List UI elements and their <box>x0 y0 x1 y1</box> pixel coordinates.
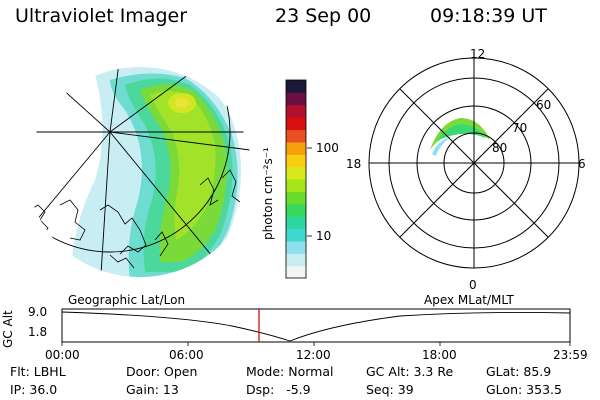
colorbar-segment <box>286 240 306 254</box>
colorbar-segment <box>286 92 306 106</box>
ip-info: IP: 36.0 <box>10 382 58 397</box>
colorbar-tick-10: 10 <box>316 229 332 243</box>
instrument-title: Ultraviolet Imager <box>15 5 188 27</box>
polar-aurora-oval <box>430 118 490 150</box>
colorbar-frame <box>285 79 307 279</box>
colorbar-tick-100: 100 <box>316 141 339 155</box>
colorbar-segment <box>286 216 306 230</box>
polar-grid <box>368 57 580 269</box>
time-tick-0000: 00:00 <box>45 348 80 362</box>
color-bar[interactable] <box>285 79 307 279</box>
door-info: Door: Open <box>126 364 198 379</box>
gc-alt-info: GC Alt: 3.3 Re <box>366 364 454 379</box>
time-tick-1200: 12:00 <box>296 348 331 362</box>
colorbar-segment <box>286 253 306 267</box>
mlat-label-60: 60 <box>536 98 552 112</box>
time-tick-2359: 23:59 <box>553 348 588 362</box>
altitude-axis-label: GC Alt <box>1 310 15 348</box>
colorbar-segment <box>286 228 306 242</box>
colorbar-segment <box>286 80 306 93</box>
colorbar-segment <box>286 154 306 168</box>
colorbar-segment <box>286 104 306 118</box>
colorbar-segment <box>286 117 306 131</box>
colorbar-segment <box>286 203 306 217</box>
glon-info: GLon: 353.5 <box>486 382 562 397</box>
altitude-tick-bottom: 1.8 <box>28 325 48 339</box>
altitude-tick-top: 9.0 <box>28 305 48 319</box>
time-tick-1800: 18:00 <box>422 348 457 362</box>
left-aurora-image <box>28 67 252 277</box>
colorbar-units-label: photon cm⁻²s⁻¹ <box>261 147 275 240</box>
colorbar-segment <box>286 141 306 155</box>
observation-time: 09:18:39 UT <box>430 5 547 27</box>
mlat-label-70: 70 <box>512 121 528 135</box>
mlt-label-18: 18 <box>346 157 362 171</box>
colorbar-segment <box>286 191 306 205</box>
coastline-outlines <box>28 169 241 269</box>
dsp-info: Dsp: -5.9 <box>246 382 311 397</box>
time-tick-0600: 06:00 <box>169 348 204 362</box>
gain-info: Gain: 13 <box>126 382 179 397</box>
filter-info: Flt: LBHL <box>10 364 66 379</box>
colorbar-segment <box>286 166 306 180</box>
mlt-label-6: 6 <box>578 157 586 171</box>
glat-info: GLat: 85.9 <box>486 364 552 379</box>
apex-caption: Apex MLat/MLT <box>424 293 514 307</box>
colorbar-segment <box>286 179 306 192</box>
geographic-image-panel <box>28 67 252 277</box>
altitude-plot <box>61 308 571 346</box>
mlat-label-80: 80 <box>492 141 508 155</box>
mlt-label-0: 0 <box>469 278 477 292</box>
polar-mlt-panel <box>368 57 580 269</box>
mode-info: Mode: Normal <box>246 364 334 379</box>
geographic-caption: Geographic Lat/Lon <box>68 293 186 307</box>
colorbar-segment <box>286 129 306 143</box>
colorbar-segment <box>286 265 306 279</box>
observation-date: 23 Sep 00 <box>275 5 372 27</box>
mlt-label-12: 12 <box>470 47 486 61</box>
seq-info: Seq: 39 <box>366 382 414 397</box>
